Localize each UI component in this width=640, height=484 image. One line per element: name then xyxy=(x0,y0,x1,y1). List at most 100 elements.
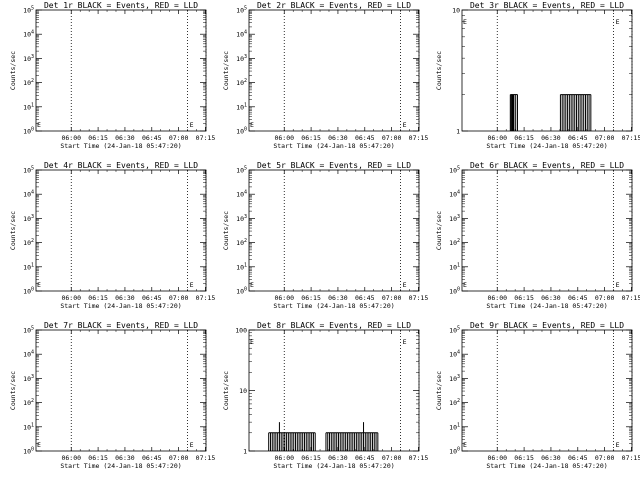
detector-panel-8: Det 8r BLACK = Events, RED = LLD 1 10 100 Co… xyxy=(222,321,428,470)
x-tick-label: 06:45 xyxy=(142,454,162,462)
y-tick-label: 1 xyxy=(456,128,460,136)
x-axis-label: Start Time (24-Jan-18 05:47:20) xyxy=(60,462,181,470)
y-tick-label: 103 xyxy=(449,374,460,383)
x-tick-label: 06:30 xyxy=(328,454,348,462)
y-tick-label: 100 xyxy=(449,287,460,296)
event-marker-glyph: E xyxy=(190,121,194,129)
event-marker-glyph: E xyxy=(463,281,467,289)
x-tick-label: 07:00 xyxy=(169,454,189,462)
y-axis-label: Counts/sec xyxy=(435,371,443,410)
x-axis-label: Start Time (24-Jan-18 05:47:20) xyxy=(486,142,607,150)
x-axis-label: Start Time (24-Jan-18 05:47:20) xyxy=(60,302,181,310)
y-tick-label: 103 xyxy=(23,374,34,383)
plot-frame xyxy=(35,169,207,292)
x-tick-label: 06:15 xyxy=(514,454,534,462)
y-tick-label: 105 xyxy=(23,6,34,15)
detector-panel-4: Det 4r BLACK = Events, RED = LLD 100 101 10… xyxy=(9,161,215,310)
y-axis-label: Counts/sec xyxy=(222,51,230,90)
event-marker-glyph: E xyxy=(463,18,467,26)
y-tick-label: 103 xyxy=(23,54,34,63)
x-tick-label: 07:00 xyxy=(595,454,615,462)
y-tick-label: 100 xyxy=(235,327,247,335)
x-axis-label: Start Time (24-Jan-18 05:47:20) xyxy=(60,142,181,150)
y-tick-label: 101 xyxy=(23,422,34,431)
x-tick-label: 06:30 xyxy=(328,294,348,302)
x-tick-label: 06:15 xyxy=(301,134,321,142)
x-tick-label: 06:15 xyxy=(88,134,108,142)
y-axis-label: Counts/sec xyxy=(9,371,17,410)
y-tick-label: 104 xyxy=(236,190,247,199)
y-tick-label: 101 xyxy=(236,262,247,271)
y-tick-label: 105 xyxy=(23,326,34,335)
plot-frame xyxy=(461,9,633,132)
x-tick-label: 06:00 xyxy=(61,294,81,302)
x-tick-label: 06:30 xyxy=(541,134,561,142)
event-marker-glyph: E xyxy=(403,121,407,129)
plot-frame xyxy=(248,9,420,132)
x-tick-label: 06:30 xyxy=(541,454,561,462)
y-tick-label: 10 xyxy=(239,387,247,395)
x-tick-label: 06:30 xyxy=(115,454,135,462)
detector-panel-1: Det 1r BLACK = Events, RED = LLD 100 101 10… xyxy=(9,1,215,150)
y-axis-label: Counts/sec xyxy=(435,211,443,250)
y-tick-label: 102 xyxy=(449,398,460,407)
x-tick-label: 07:00 xyxy=(169,294,189,302)
x-tick-label: 07:00 xyxy=(169,134,189,142)
y-tick-label: 100 xyxy=(23,127,34,136)
y-tick-label: 102 xyxy=(236,238,247,247)
x-tick-label: 06:45 xyxy=(355,134,375,142)
detector-panel-9: Det 9r BLACK = Events, RED = LLD 100 101 10… xyxy=(435,321,640,470)
panel-title: Det 8r BLACK = Events, RED = LLD xyxy=(257,321,411,330)
event-marker-glyph: E xyxy=(616,441,620,449)
panel-title: Det 6r BLACK = Events, RED = LLD xyxy=(470,161,624,170)
x-tick-label: 06:00 xyxy=(487,294,507,302)
detector-panel-3: Det 3r BLACK = Events, RED = LLD 1 10 Count… xyxy=(435,1,640,150)
event-marker-glyph: E xyxy=(37,121,41,129)
x-tick-label: 07:15 xyxy=(622,294,640,302)
x-tick-label: 07:15 xyxy=(622,454,640,462)
x-tick-label: 06:45 xyxy=(355,294,375,302)
x-tick-label: 07:00 xyxy=(382,454,402,462)
event-marker-glyph: E xyxy=(403,281,407,289)
x-tick-label: 06:45 xyxy=(142,134,162,142)
x-tick-label: 06:15 xyxy=(301,454,321,462)
y-tick-label: 105 xyxy=(236,6,247,15)
x-tick-label: 06:00 xyxy=(274,454,294,462)
panel-title: Det 5r BLACK = Events, RED = LLD xyxy=(257,161,411,170)
x-tick-label: 06:15 xyxy=(88,294,108,302)
x-tick-label: 07:15 xyxy=(196,294,216,302)
plot-frame xyxy=(35,329,207,452)
x-tick-label: 07:15 xyxy=(196,454,216,462)
x-tick-label: 06:15 xyxy=(88,454,108,462)
y-tick-label: 100 xyxy=(236,127,247,136)
event-marker-glyph: E xyxy=(616,18,620,26)
y-tick-label: 104 xyxy=(236,30,247,39)
detector-panel-7: Det 7r BLACK = Events, RED = LLD 100 101 10… xyxy=(9,321,215,470)
event-marker-glyph: E xyxy=(403,338,407,346)
x-tick-label: 07:00 xyxy=(595,134,615,142)
y-tick-label: 101 xyxy=(23,262,34,271)
x-axis-label: Start Time (24-Jan-18 05:47:20) xyxy=(273,462,394,470)
x-tick-label: 07:15 xyxy=(409,294,429,302)
detector-panel-6: Det 6r BLACK = Events, RED = LLD 100 101 10… xyxy=(435,161,640,310)
x-tick-label: 06:00 xyxy=(61,454,81,462)
panel-title: Det 1r BLACK = Events, RED = LLD xyxy=(44,1,198,10)
y-axis-label: Counts/sec xyxy=(222,371,230,410)
panel-title: Det 4r BLACK = Events, RED = LLD xyxy=(44,161,198,170)
y-axis-label: Counts/sec xyxy=(222,211,230,250)
y-tick-label: 100 xyxy=(23,447,34,456)
x-tick-label: 07:00 xyxy=(382,294,402,302)
x-tick-label: 07:00 xyxy=(382,134,402,142)
x-tick-label: 06:15 xyxy=(301,294,321,302)
y-tick-label: 100 xyxy=(236,287,247,296)
x-tick-label: 06:45 xyxy=(142,294,162,302)
x-tick-label: 06:30 xyxy=(115,134,135,142)
panel-title: Det 9r BLACK = Events, RED = LLD xyxy=(470,321,624,330)
y-tick-label: 105 xyxy=(236,166,247,175)
x-tick-label: 07:00 xyxy=(595,294,615,302)
x-tick-label: 06:00 xyxy=(487,454,507,462)
event-marker-glyph: E xyxy=(463,441,467,449)
y-tick-label: 100 xyxy=(449,447,460,456)
y-tick-label: 104 xyxy=(23,350,34,359)
x-tick-label: 06:00 xyxy=(487,134,507,142)
